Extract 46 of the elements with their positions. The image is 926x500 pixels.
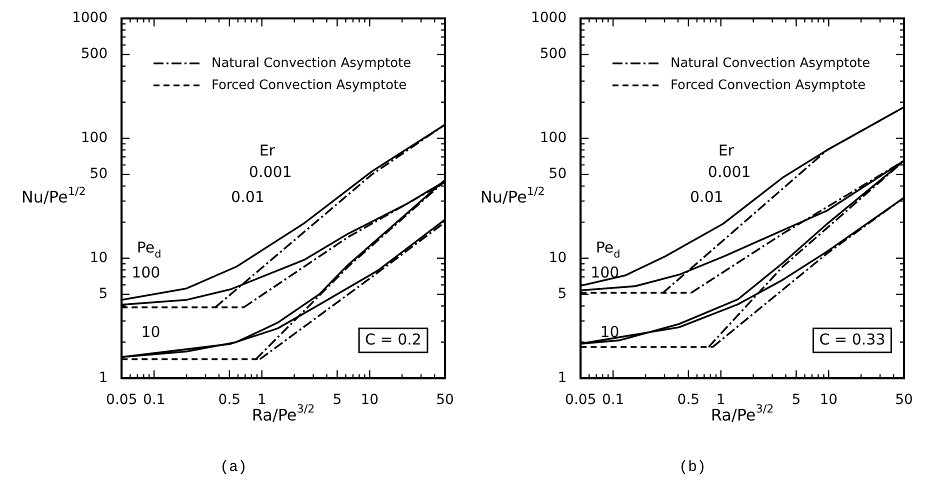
y-tick-label: 50 — [548, 166, 567, 182]
x-tick-label: 0.05 — [565, 392, 596, 408]
y-tick-label: 5 — [558, 286, 567, 302]
x-tick-label: 5 — [792, 392, 801, 408]
text: (a) — [218, 459, 248, 476]
text: (b) — [678, 459, 707, 476]
annotation: 100 — [590, 264, 620, 282]
x-tick-label: 10 — [820, 392, 838, 408]
legend-label: Forced Convection Asymptote — [670, 78, 866, 93]
y-tick-label: 50 — [90, 166, 108, 182]
y-tick-label: 1000 — [530, 10, 567, 26]
annotation: 0.01 — [690, 188, 724, 206]
legend-label: Forced Convection Asymptote — [211, 78, 407, 93]
annotation: 100 — [132, 264, 160, 282]
annotation: 0.001 — [708, 163, 751, 182]
x-tick-label: 0.1 — [602, 392, 624, 408]
annotation: Er — [259, 141, 276, 160]
x-tick-label: 5 — [332, 392, 342, 408]
y-tick-label: 5 — [98, 286, 108, 302]
legend-label: Natural Convection Asymptote — [211, 56, 412, 71]
annotation: C = 0.2 — [365, 330, 422, 348]
annotation: 10 — [141, 323, 160, 342]
annotation: 0.01 — [231, 188, 264, 206]
y-tick-label: 100 — [80, 130, 108, 146]
x-tick-label: 1 — [257, 392, 266, 408]
x-tick-label: 10 — [360, 392, 379, 408]
x-tick-label: 0.5 — [218, 392, 241, 408]
annotation: C = 0.33 — [819, 330, 886, 348]
y-tick-label: 500 — [540, 46, 567, 62]
y-tick-label: 100 — [540, 130, 567, 146]
x-tick-label: 50 — [895, 392, 913, 408]
y-tick-label: 1 — [558, 370, 567, 386]
x-tick-label: 0.1 — [142, 392, 166, 408]
y-tick-label: 10 — [90, 250, 108, 266]
y-tick-label: 500 — [80, 46, 108, 62]
x-tick-label: 0.5 — [677, 392, 700, 408]
legend-label: Natural Convection Asymptote — [670, 56, 870, 71]
x-tick-label: 50 — [436, 392, 454, 408]
x-tick-label: 0.05 — [106, 392, 138, 408]
x-tick-label: 1 — [716, 392, 726, 408]
y-tick-label: 1 — [98, 370, 108, 386]
annotation: 0.001 — [248, 163, 292, 182]
annotation: Er — [718, 141, 735, 160]
annotation: 10 — [600, 323, 620, 342]
y-tick-label: 1000 — [72, 10, 108, 26]
y-tick-label: 10 — [548, 250, 567, 266]
